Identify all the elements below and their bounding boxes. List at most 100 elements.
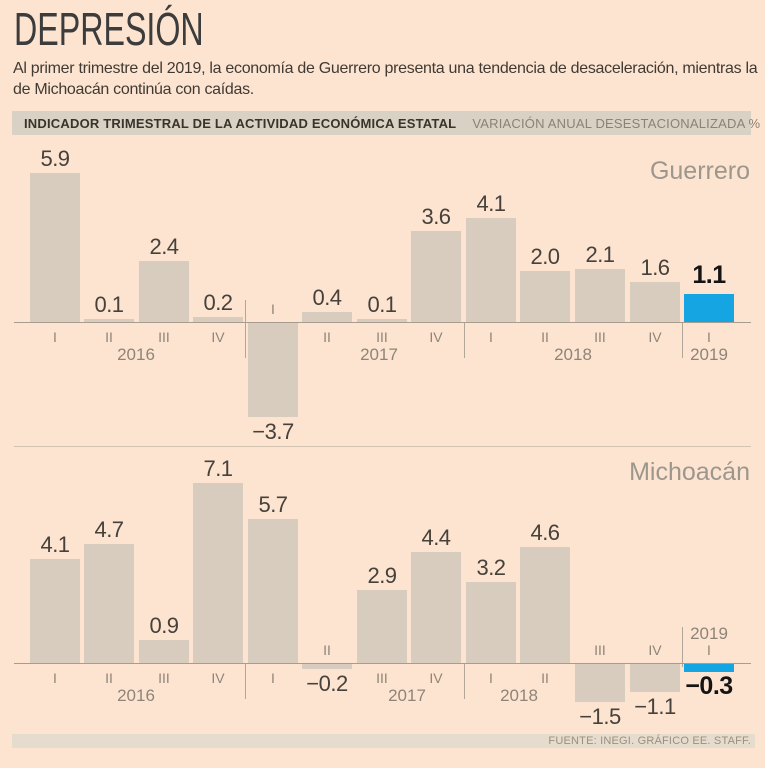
quarter-label: III xyxy=(594,329,606,345)
quarter-label: I xyxy=(489,670,493,686)
region-label-michoacán: Michoacán xyxy=(629,458,750,486)
value-label: −1.5 xyxy=(579,704,621,729)
value-label: 4.1 xyxy=(40,532,70,557)
quarter-label: IV xyxy=(648,329,662,345)
bar xyxy=(411,231,461,322)
year-label: 2018 xyxy=(554,345,592,364)
quarter-label: I xyxy=(707,329,711,345)
quarter-label: III xyxy=(158,329,170,345)
source-bar: FUENTE: INEGI. GRÁFICO EE. STAFF. xyxy=(12,734,755,748)
quarter-label: III xyxy=(594,642,606,658)
value-label: 7.1 xyxy=(203,456,233,481)
bar xyxy=(520,271,570,322)
bar xyxy=(630,282,680,322)
quarter-label: IV xyxy=(211,670,225,686)
value-label: 5.9 xyxy=(40,146,70,171)
value-label: 0.1 xyxy=(94,292,124,317)
quarter-label: I xyxy=(489,329,493,345)
quarter-label: I xyxy=(53,329,57,345)
quarter-label: IV xyxy=(648,642,662,658)
year-divider-tick xyxy=(245,663,246,699)
value-label: 0.4 xyxy=(312,285,342,310)
year-label: 2016 xyxy=(117,345,155,364)
bar xyxy=(357,590,407,663)
value-label: 5.7 xyxy=(258,492,288,517)
value-label: −1.1 xyxy=(634,694,676,719)
charts-separator-line xyxy=(14,446,751,447)
bar xyxy=(411,552,461,663)
value-label: 4.7 xyxy=(94,517,124,542)
year-label: 2019 xyxy=(690,345,728,364)
bar xyxy=(466,582,516,663)
value-label: −0.3 xyxy=(685,672,733,700)
bar xyxy=(30,559,80,663)
bar-highlight xyxy=(684,664,734,672)
quarter-label: IV xyxy=(211,329,225,345)
bar xyxy=(575,664,625,702)
value-label: 1.1 xyxy=(692,261,726,289)
value-label: 2.9 xyxy=(367,563,397,588)
bar xyxy=(248,519,298,663)
year-divider-tick xyxy=(682,322,683,358)
year-label: 2019 xyxy=(690,624,728,643)
bar xyxy=(302,664,352,669)
source-text: FUENTE: INEGI. GRÁFICO EE. STAFF. xyxy=(548,735,751,747)
bar xyxy=(575,269,625,322)
bar xyxy=(139,640,189,663)
quarter-label: IV xyxy=(429,670,443,686)
bar xyxy=(357,319,407,322)
value-label: 2.1 xyxy=(585,242,615,267)
value-label: 4.1 xyxy=(476,191,506,216)
bar xyxy=(302,312,352,322)
chart-header-bar: INDICADOR TRIMESTRAL DE LA ACTIVIDAD ECO… xyxy=(12,111,760,135)
value-label: 4.4 xyxy=(421,525,451,550)
year-label: 2017 xyxy=(388,686,426,705)
bar xyxy=(520,547,570,663)
x-axis-line xyxy=(14,322,751,323)
value-label: 3.2 xyxy=(476,555,506,580)
year-label: 2017 xyxy=(360,345,398,364)
unit-label: VARIACIÓN ANUAL DESESTACIONALIZADA % xyxy=(472,115,761,131)
indicator-title: INDICADOR TRIMESTRAL DE LA ACTIVIDAD ECO… xyxy=(24,115,457,131)
quarter-label: II xyxy=(105,670,113,686)
quarter-label: III xyxy=(376,670,388,686)
quarter-label: II xyxy=(323,642,331,658)
x-axis-line xyxy=(14,663,751,664)
quarter-label: I xyxy=(53,670,57,686)
bar-highlight xyxy=(684,294,734,322)
quarter-label: II xyxy=(323,329,331,345)
bar xyxy=(139,261,189,322)
bar xyxy=(466,218,516,322)
year-divider-tick xyxy=(245,300,246,358)
year-divider-tick xyxy=(682,627,683,667)
value-label: 0.9 xyxy=(149,613,179,638)
bar xyxy=(193,317,243,322)
quarter-label: I xyxy=(707,642,711,658)
bar xyxy=(193,483,243,663)
region-label-guerrero: Guerrero xyxy=(649,157,750,185)
quarter-label: III xyxy=(158,670,170,686)
value-label: 2.4 xyxy=(149,234,179,259)
value-label: 0.2 xyxy=(203,290,233,315)
value-label: −3.7 xyxy=(252,419,294,444)
bar xyxy=(84,319,134,322)
value-label: 1.6 xyxy=(640,255,670,280)
year-label: 2016 xyxy=(117,686,155,705)
year-divider-tick xyxy=(464,322,465,358)
value-label: −0.2 xyxy=(306,671,348,696)
subtitle: Al primer trimestre del 2019, la economí… xyxy=(13,60,758,98)
value-label: 2.0 xyxy=(530,244,560,269)
quarter-label: I xyxy=(271,670,275,686)
bar xyxy=(84,544,134,663)
page-title: DEPRESIÓN xyxy=(14,3,204,55)
year-divider-tick xyxy=(464,663,465,699)
bar xyxy=(30,173,80,322)
quarter-label: I xyxy=(271,301,275,317)
value-label: 3.6 xyxy=(421,204,451,229)
quarter-label: II xyxy=(541,670,549,686)
quarter-label: IV xyxy=(429,329,443,345)
quarter-label: II xyxy=(105,329,113,345)
quarter-label: II xyxy=(541,329,549,345)
